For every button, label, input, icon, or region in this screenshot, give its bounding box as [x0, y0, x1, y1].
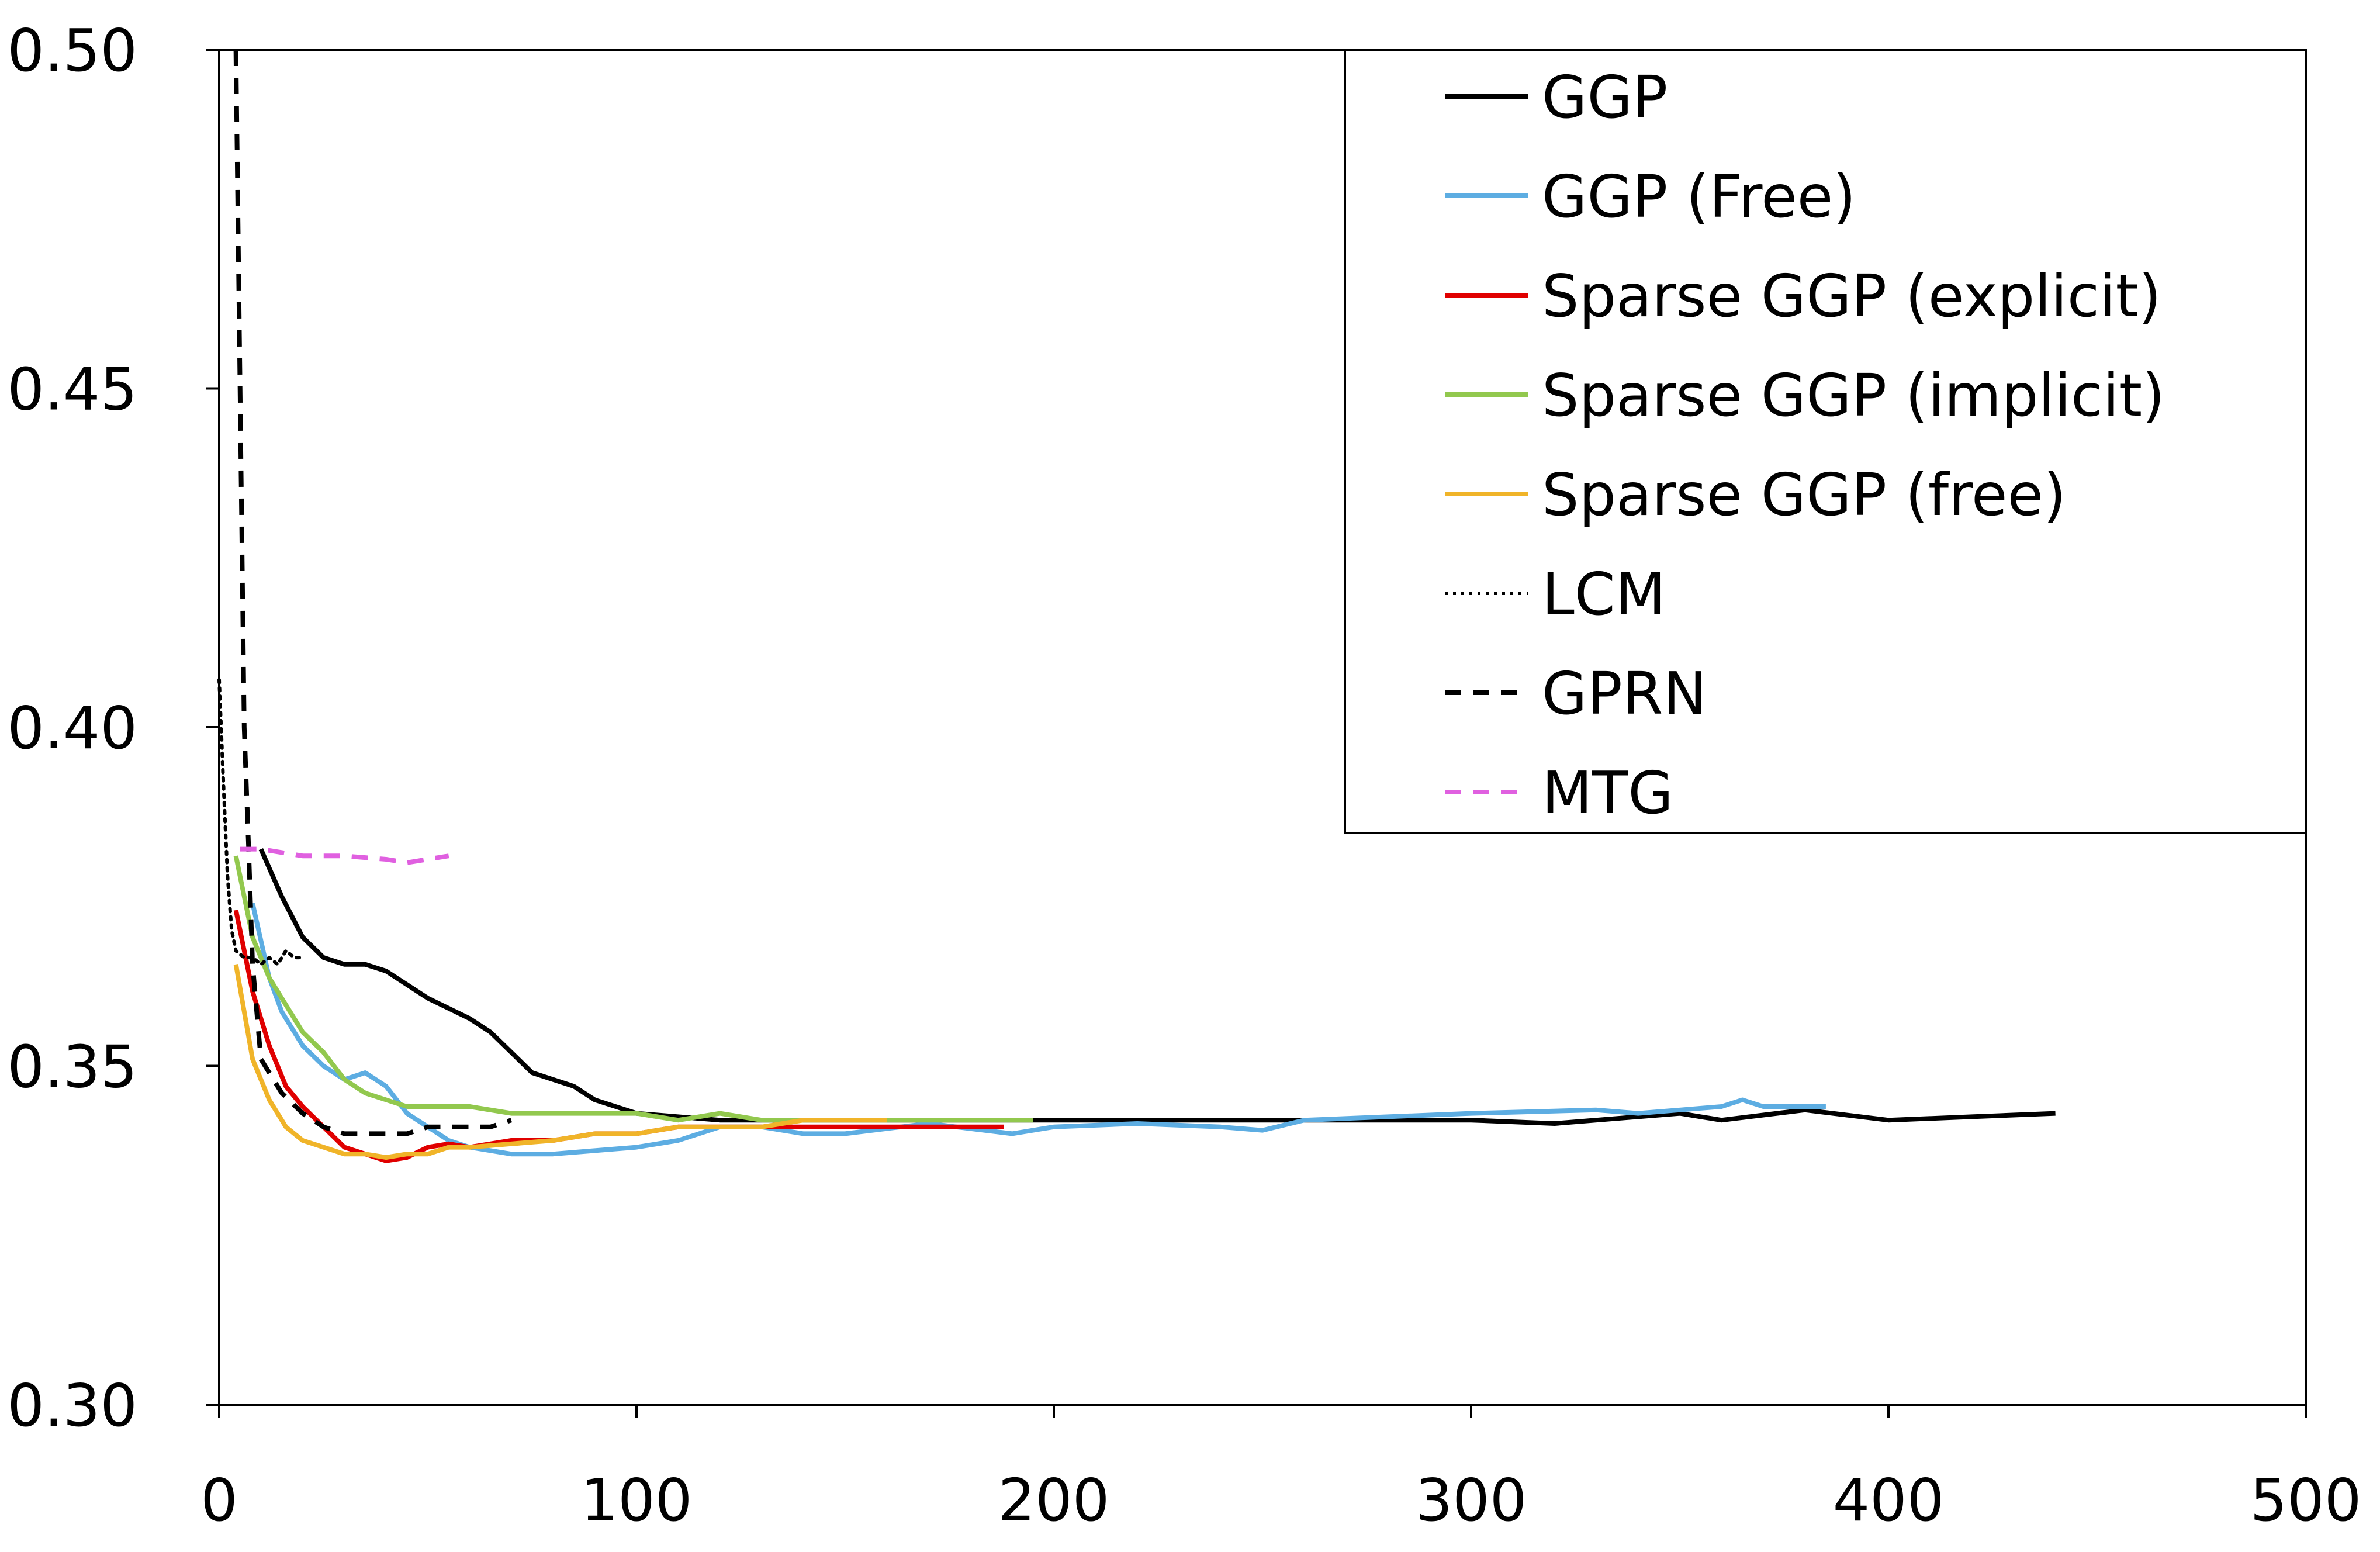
legend-label: Sparse GGP (implicit): [1542, 361, 2165, 430]
legend-label: MTG: [1542, 759, 1673, 827]
x-tick-label: 100: [581, 1466, 693, 1534]
legend-label: GGP: [1542, 63, 1668, 132]
y-tick-label: 0.45: [7, 355, 137, 424]
x-tick-label: 300: [1416, 1466, 1527, 1534]
series-line-mtg: [240, 846, 449, 865]
series-layer: [217, 49, 2056, 1163]
y-tick-label: 0.50: [7, 16, 137, 85]
series-line-ggp: [258, 848, 2056, 1126]
y-tick-label: 0.30: [7, 1371, 137, 1440]
legend-label: Sparse GGP (explicit): [1542, 262, 2161, 330]
series-line-gprn: [233, 49, 513, 1136]
x-tick-label: 200: [998, 1466, 1110, 1534]
legend-label: GGP (Free): [1542, 163, 1856, 231]
series-line-sparse-ggp-free: [233, 964, 887, 1160]
legend: GGP GGP (Free) Sparse GGP (explicit) Sparse…: [1344, 49, 2307, 834]
x-tick-label: 400: [1833, 1466, 1945, 1534]
y-axis: 0.30 0.35 0.40 0.45 0.50: [7, 16, 219, 1440]
x-tick-label: 0: [200, 1466, 238, 1534]
x-axis: 0 100 200 300 400 500: [200, 1405, 2361, 1534]
legend-box: [1344, 49, 2307, 834]
legend-label: Sparse GGP (free): [1542, 461, 2066, 529]
legend-label: LCM: [1542, 560, 1666, 628]
x-tick-label: 500: [2250, 1466, 2362, 1534]
y-tick-label: 0.35: [7, 1033, 137, 1101]
y-tick-label: 0.40: [7, 694, 137, 762]
legend-label: GPRN: [1542, 659, 1707, 728]
